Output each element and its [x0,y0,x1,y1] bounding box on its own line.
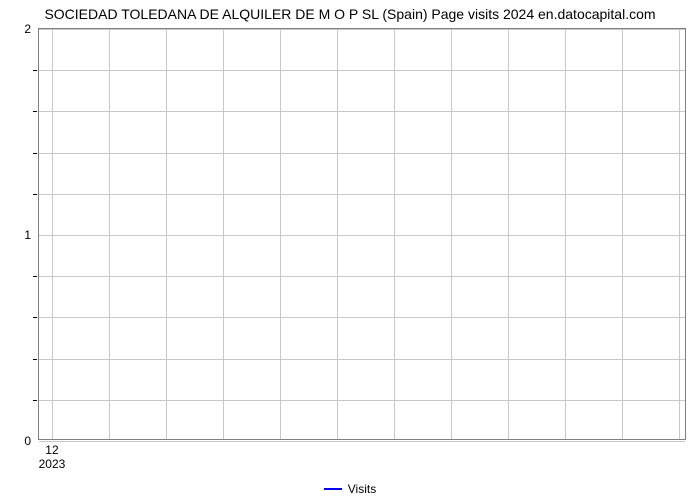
gridline-vertical [109,29,110,439]
y-minor-tick [33,359,37,360]
gridline-horizontal [39,400,685,401]
gridline-vertical [679,29,680,439]
y-minor-tick [33,70,37,71]
gridline-horizontal [39,111,685,112]
y-minor-tick [33,153,37,154]
gridline-vertical [565,29,566,439]
gridline-horizontal [39,276,685,277]
y-minor-tick [33,194,37,195]
y-minor-tick [33,400,37,401]
y-tick-label: 0 [24,434,31,448]
x-tick-label: 12 [45,443,58,457]
gridline-vertical [280,29,281,439]
gridline-horizontal [39,29,685,30]
gridline-horizontal [39,235,685,236]
gridline-vertical [337,29,338,439]
gridline-horizontal [39,359,685,360]
gridline-horizontal [39,441,685,442]
gridline-vertical [451,29,452,439]
gridline-horizontal [39,194,685,195]
y-minor-tick [33,317,37,318]
gridline-vertical [622,29,623,439]
legend: Visits [0,482,700,496]
gridline-horizontal [39,70,685,71]
y-minor-tick [33,111,37,112]
gridline-vertical [394,29,395,439]
y-tick-label: 2 [24,22,31,36]
gridline-horizontal [39,317,685,318]
chart-title: SOCIEDAD TOLEDANA DE ALQUILER DE M O P S… [0,6,700,22]
legend-swatch-visits [324,488,342,490]
gridline-vertical [52,29,53,439]
legend-label-visits: Visits [348,482,376,496]
gridline-vertical [166,29,167,439]
gridline-vertical [223,29,224,439]
gridline-vertical [508,29,509,439]
y-tick-label: 1 [24,228,31,242]
gridline-horizontal [39,153,685,154]
y-minor-tick [33,276,37,277]
plot-area: 012122023 [38,28,686,440]
x-year-label: 2023 [39,457,66,471]
